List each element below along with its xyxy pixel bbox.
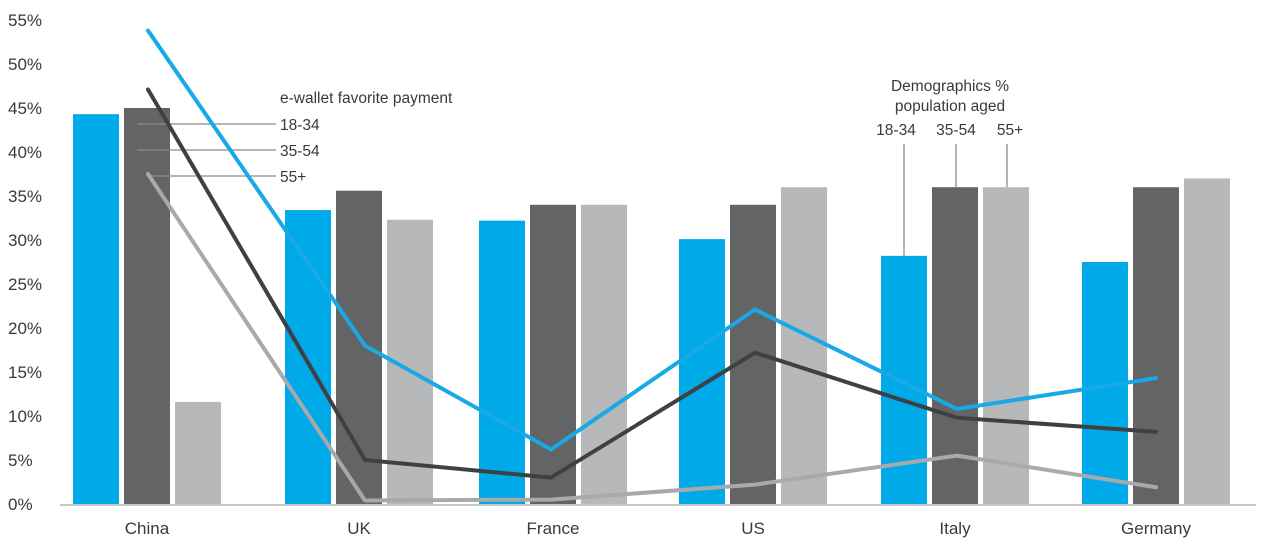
demographics-annotation-label-55-plus: 55+ xyxy=(997,122,1023,139)
y-tick-label: 50% xyxy=(8,55,42,74)
wallet-annotation-label-35-54: 35-54 xyxy=(280,143,320,160)
x-tick-label: US xyxy=(741,519,765,538)
bar-series-group xyxy=(73,108,1230,505)
demographics-annotation-title-line2: population aged xyxy=(895,98,1005,115)
x-axis-category-labels: China UK France US Italy Germany xyxy=(125,519,1192,538)
demographics-annotation-title-line1: Demographics % xyxy=(891,78,1009,95)
y-tick-label: 30% xyxy=(8,231,42,250)
bar-demo-55-plus xyxy=(175,401,221,504)
y-tick-label: 10% xyxy=(8,407,42,426)
bar-demo-18-34 xyxy=(479,220,525,504)
y-tick-label: 40% xyxy=(8,143,42,162)
wallet-annotation-label-18-34: 18-34 xyxy=(280,117,320,134)
bar-demo-55-plus xyxy=(1184,178,1230,504)
x-tick-label: UK xyxy=(347,519,371,538)
line-wallet-18-34 xyxy=(146,28,1158,452)
y-tick-label: 15% xyxy=(8,363,42,382)
demographics-annotation-label-35-54: 35-54 xyxy=(936,122,976,139)
x-tick-label: France xyxy=(527,519,580,538)
bar-demo-55-plus xyxy=(781,187,827,504)
line-wallet-35-54 xyxy=(146,87,1158,480)
bar-demo-55-plus xyxy=(581,204,627,505)
bar-demo-35-54 xyxy=(1133,187,1179,504)
demographics-annotation: Demographics % population aged 18-34 35-… xyxy=(876,78,1023,139)
y-axis-tick-labels: 0% 5% 10% 15% 20% 25% 30% 35% 40% 45% 50% 55% xyxy=(8,11,42,514)
x-tick-label: Italy xyxy=(939,519,971,538)
wallet-annotation-label-55-plus: 55+ xyxy=(280,169,306,186)
bar-demo-35-54 xyxy=(530,204,576,505)
wallet-annotation-title: e-wallet favorite payment xyxy=(280,90,453,107)
y-tick-label: 35% xyxy=(8,187,42,206)
bar-demo-55-plus xyxy=(983,187,1029,504)
bar-demo-35-54 xyxy=(932,187,978,504)
bar-demo-18-34 xyxy=(73,114,119,504)
x-tick-label: China xyxy=(125,519,170,538)
y-tick-label: 5% xyxy=(8,451,33,470)
demographics-annotation-label-18-34: 18-34 xyxy=(876,122,916,139)
y-tick-label: 25% xyxy=(8,275,42,294)
line-series-group xyxy=(146,28,1158,503)
wallet-annotation: e-wallet favorite payment 18-34 35-54 55… xyxy=(280,90,453,186)
x-tick-label: Germany xyxy=(1121,519,1191,538)
line-wallet-55-plus xyxy=(146,172,1158,503)
y-tick-label: 45% xyxy=(8,99,42,118)
y-tick-label: 0% xyxy=(8,495,33,514)
bar-demo-35-54 xyxy=(336,190,382,504)
bar-demo-18-34 xyxy=(285,210,331,504)
y-tick-label: 55% xyxy=(8,11,42,30)
annotation-leader-lines xyxy=(137,123,1008,256)
y-tick-label: 20% xyxy=(8,319,42,338)
bar-demo-18-34 xyxy=(679,239,725,504)
bar-demo-35-54 xyxy=(124,108,170,504)
